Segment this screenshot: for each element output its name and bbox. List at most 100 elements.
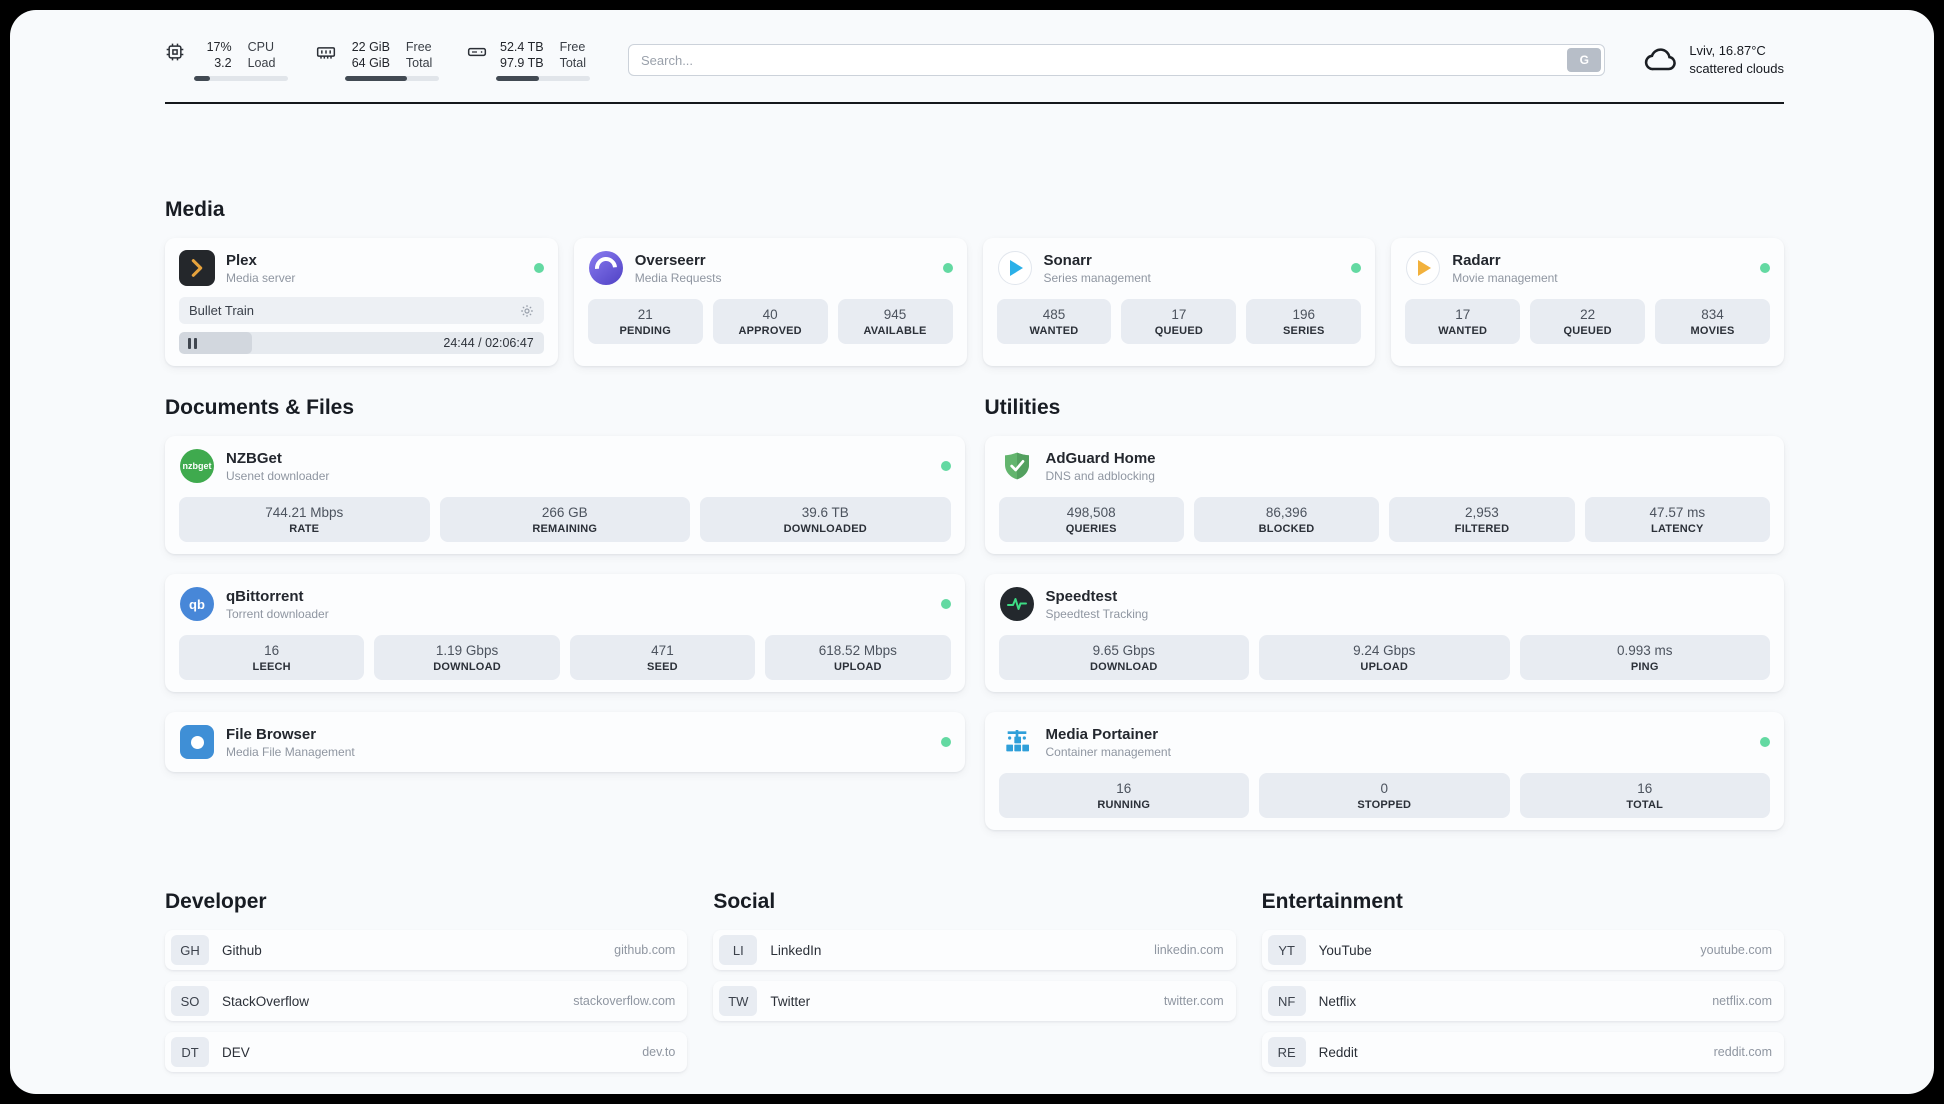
bookmark-url: github.com [614, 943, 676, 957]
header-divider [165, 102, 1784, 104]
bookmark-name: Github [222, 942, 262, 958]
stat-download: 9.65 Gbps DOWNLOAD [998, 635, 1249, 680]
ram-total-value: 64 GiB [351, 56, 390, 70]
stat-total: 16 TOTAL [1519, 773, 1770, 818]
speedtest-icon [999, 587, 1034, 621]
disk-icon [467, 42, 487, 62]
status-dot [940, 461, 951, 471]
stat-value: 471 [651, 643, 674, 658]
bookmark-github[interactable]: GH Github github.com [165, 930, 688, 970]
bookmark-twitter[interactable]: TW Twitter twitter.com [713, 981, 1236, 1021]
bookmark-dev[interactable]: DT DEV dev.to [165, 1032, 688, 1072]
stat-value: 86,396 [1265, 505, 1308, 520]
cpu-label: CPU [247, 39, 275, 54]
ram-free-label: Free [405, 39, 432, 54]
overseerr-card[interactable]: Overseerr Media Requests 21 PENDING 40 A… [573, 238, 967, 366]
stat-value: 9.65 Gbps [1092, 643, 1155, 658]
stat-value: 17 [1171, 307, 1187, 322]
bookmark-group-social: Social LI LinkedIn linkedin.com TW Twitt… [713, 890, 1236, 1032]
bookmark-abbr: SO [171, 986, 209, 1016]
weather-location: Lviv, 16.87°C [1689, 42, 1766, 58]
bookmark-name: Twitter [770, 993, 811, 1009]
playback-time: 24:44 / 02:06:47 [443, 336, 534, 350]
gear-icon[interactable] [520, 304, 534, 318]
stat-available: 945 AVAILABLE [837, 299, 953, 344]
stat-download: 1.19 Gbps DOWNLOAD [374, 635, 560, 680]
app-name: AdGuard Home [1045, 449, 1156, 467]
bookmark-url: linkedin.com [1154, 943, 1224, 957]
stat-running: 16 RUNNING [998, 773, 1249, 818]
cpu-progress-bar [194, 76, 288, 82]
bookmark-youtube[interactable]: YT YouTube youtube.com [1261, 930, 1784, 970]
stat-stopped: 0 STOPPED [1259, 773, 1510, 818]
disk-total-label: Total [559, 56, 586, 70]
stat-latency: 47.57 ms LATENCY [1584, 497, 1770, 542]
bookmark-name: DEV [222, 1044, 250, 1060]
bookmark-reddit[interactable]: RE Reddit reddit.com [1261, 1032, 1784, 1072]
app-subtitle: Movie management [1452, 270, 1558, 285]
media-section: Media Plex Media server [165, 198, 1784, 366]
bookmark-netflix[interactable]: NF Netflix netflix.com [1261, 981, 1784, 1021]
bookmark-abbr: LI [719, 935, 758, 965]
ram-progress-bar [345, 76, 439, 82]
sonarr-card[interactable]: Sonarr Series management 485 WANTED 17 Q… [982, 238, 1376, 366]
stat-label: REMAINING [532, 523, 598, 535]
app-subtitle: Speedtest Tracking [1045, 606, 1149, 621]
playback-progress-fill [179, 332, 252, 354]
stat-label: QUEUED [1154, 325, 1204, 337]
section-title-social: Social [713, 890, 776, 913]
bookmark-group-entertainment: Entertainment YT YouTube youtube.com NF … [1261, 890, 1784, 1083]
stat-value: 266 GB [541, 505, 588, 520]
stat-wanted: 17 WANTED [1405, 299, 1521, 344]
search-bar: G [628, 44, 1606, 76]
portainer-card[interactable]: Media Portainer Container management 16 … [984, 712, 1784, 830]
bookmark-linkedin[interactable]: LI LinkedIn linkedin.com [713, 930, 1236, 970]
cpu-icon [165, 42, 185, 62]
pause-icon[interactable] [188, 337, 197, 349]
stat-value: 16 [1116, 781, 1132, 796]
bookmark-group-developer: Developer GH Github github.com SO StackO… [165, 890, 688, 1083]
speedtest-card[interactable]: Speedtest Speedtest Tracking 9.65 Gbps D… [984, 574, 1784, 692]
stat-label: DOWNLOAD [433, 661, 501, 673]
bookmark-url: dev.to [642, 1045, 676, 1059]
section-title-entertainment: Entertainment [1261, 890, 1403, 913]
stat-value: 196 [1292, 307, 1316, 322]
playback-progress-bar[interactable]: 24:44 / 02:06:47 [179, 332, 544, 354]
stat-value: 40 [762, 307, 778, 322]
weather-condition: scattered clouds [1689, 61, 1784, 76]
search-input[interactable] [628, 44, 1606, 76]
stat-label: AVAILABLE [863, 325, 927, 337]
qbittorrent-icon: qb [180, 587, 214, 621]
stat-value: 47.57 ms [1649, 505, 1706, 520]
search-engine-button[interactable]: G [1567, 48, 1602, 72]
plex-card[interactable]: Plex Media server Bullet Train [165, 238, 558, 366]
stat-label: QUEUED [1563, 325, 1612, 337]
filebrowser-card[interactable]: File Browser Media File Management [165, 712, 965, 772]
adguard-card[interactable]: AdGuard Home DNS and adblocking 498,508 … [984, 436, 1784, 554]
bookmark-abbr: YT [1267, 935, 1306, 965]
app-subtitle: Usenet downloader [226, 468, 330, 483]
plex-icon [179, 250, 215, 286]
stat-pending: 21 PENDING [587, 299, 703, 344]
ram-free-value: 22 GiB [351, 39, 390, 54]
stat-wanted: 485 WANTED [996, 299, 1112, 344]
app-subtitle: DNS and adblocking [1045, 468, 1155, 483]
cpu-load-value: 3.2 [214, 56, 232, 70]
qbittorrent-card[interactable]: qb qBittorrent Torrent downloader 16 [165, 574, 965, 692]
ram-icon [316, 42, 336, 62]
radarr-card[interactable]: Radarr Movie management 17 WANTED 22 QUE… [1391, 238, 1784, 366]
stat-filtered: 2,953 FILTERED [1389, 497, 1575, 542]
cpu-usage-value: 17% [206, 39, 232, 54]
bookmark-abbr: NF [1267, 986, 1306, 1016]
app-subtitle: Container management [1045, 744, 1171, 759]
bookmark-abbr: TW [719, 986, 758, 1016]
bookmark-abbr: GH [171, 935, 209, 965]
nzbget-card[interactable]: nzbget NZBGet Usenet downloader 744.21 M… [165, 436, 965, 554]
section-title-documents: Documents & Files [165, 396, 355, 419]
bookmark-name: YouTube [1318, 942, 1372, 958]
stat-series: 196 SERIES [1246, 299, 1362, 344]
stat-value: 744.21 Mbps [265, 505, 344, 520]
bookmark-stackoverflow[interactable]: SO StackOverflow stackoverflow.com [165, 981, 688, 1021]
app-subtitle: Series management [1043, 270, 1151, 285]
stat-value: 498,508 [1066, 505, 1116, 520]
